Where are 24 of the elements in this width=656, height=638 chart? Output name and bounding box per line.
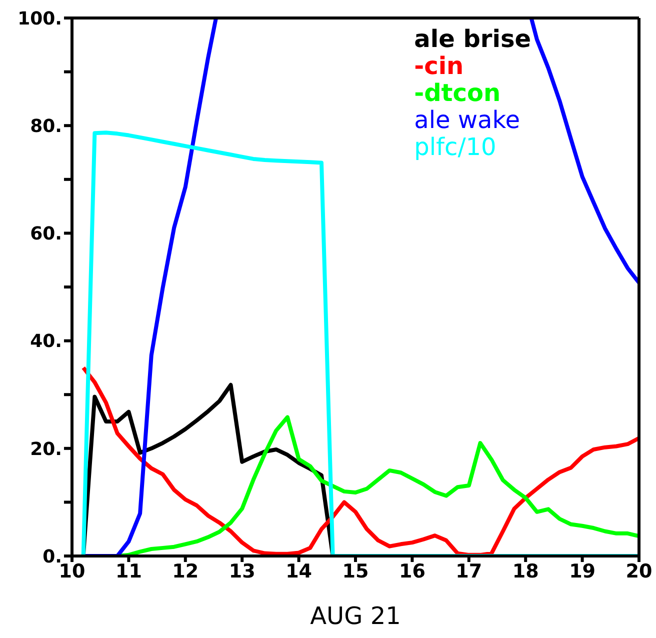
x-tick-label: 20 xyxy=(626,560,652,582)
y-tick-label: 40. xyxy=(30,331,62,352)
text: ale brise xyxy=(414,25,531,53)
y-tick-label: 20. xyxy=(30,438,62,460)
x-tick-label: 17 xyxy=(456,560,482,582)
y-tick-label: 60. xyxy=(30,224,62,245)
x-tick-label: 14 xyxy=(286,560,312,582)
line-series xyxy=(81,366,639,556)
x-tick-label: 18 xyxy=(512,560,539,582)
x-tick-label: 19 xyxy=(569,560,596,582)
line-series xyxy=(81,130,639,556)
text: plfc/10 xyxy=(414,133,498,161)
text: -cin xyxy=(414,52,465,80)
series-label: ale wake xyxy=(414,106,522,134)
x-tick-label: 16 xyxy=(398,560,426,582)
text: -dtcon xyxy=(414,79,502,107)
x-tick-label: 12 xyxy=(172,560,199,582)
y-tick-label: 100. xyxy=(18,8,62,30)
x-tick-label: 15 xyxy=(342,560,369,582)
y-tick-label: 0. xyxy=(42,546,62,568)
x-tick-label: 13 xyxy=(228,560,256,582)
x-tick-label: 11 xyxy=(115,560,142,582)
x-axis-title: AUG 21 xyxy=(310,602,401,630)
y-tick-label: 80. xyxy=(30,116,62,137)
